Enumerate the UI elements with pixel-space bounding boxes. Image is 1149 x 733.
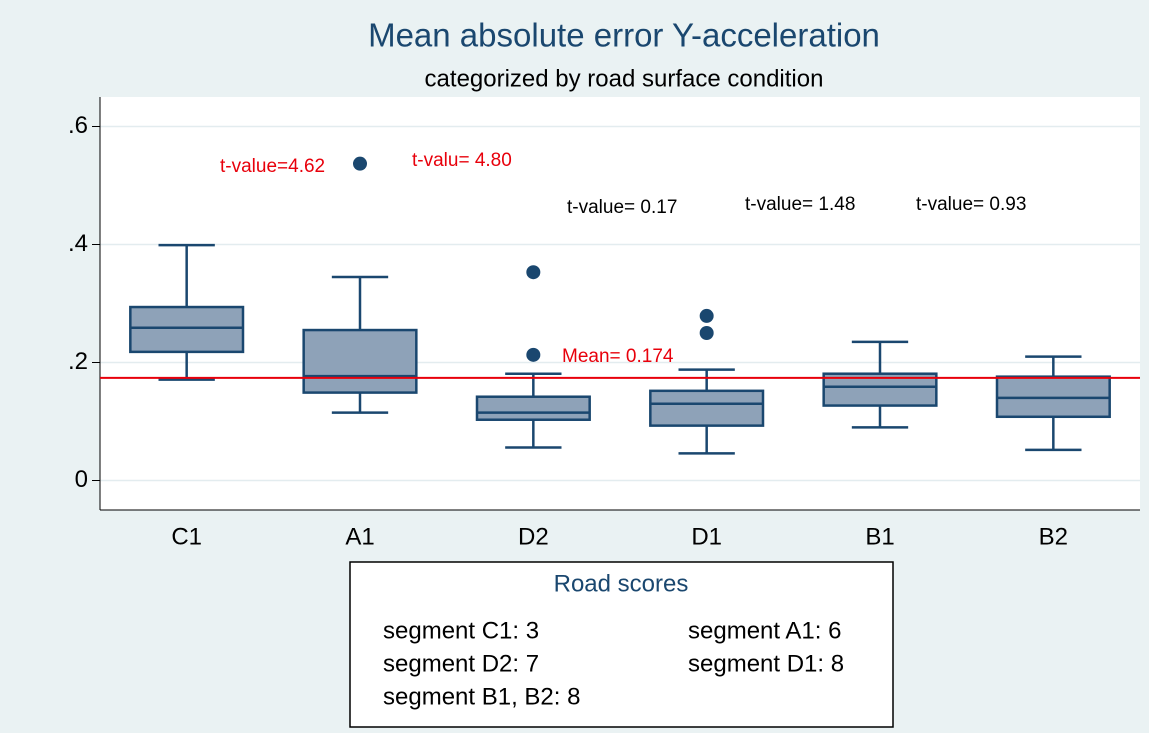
box — [649, 389, 765, 427]
outlier — [526, 347, 541, 362]
y-tick-label: 0 — [75, 466, 88, 493]
legend-item: segment D1: 8 — [688, 650, 844, 677]
annotation: t-value=4.62 — [220, 156, 325, 177]
y-tick-label: .6 — [68, 112, 88, 139]
x-tick-label: D2 — [518, 523, 549, 550]
x-tick-label: B1 — [865, 523, 894, 550]
chart-title: Mean absolute error Y-acceleration — [368, 17, 880, 54]
legend-item: segment A1: 6 — [688, 617, 841, 644]
box — [822, 372, 938, 407]
legend-title: Road scores — [554, 570, 689, 597]
outlier — [699, 308, 714, 323]
outlier — [699, 326, 714, 340]
chart-subtitle: categorized by road surface condition — [425, 65, 824, 92]
x-tick-label: D1 — [691, 523, 722, 550]
x-tick-label: A1 — [345, 523, 374, 550]
legend-item: segment C1: 3 — [383, 617, 539, 644]
annotation: t-value= 0.93 — [916, 194, 1026, 215]
box — [129, 305, 245, 354]
mean-label: Mean= 0.174 — [562, 346, 674, 367]
y-tick-label: .4 — [68, 230, 88, 257]
outlier — [353, 156, 367, 171]
box — [302, 328, 418, 394]
legend-box — [349, 561, 894, 728]
legend-item: segment B1, B2: 8 — [383, 683, 580, 710]
annotation: t-value= 1.48 — [745, 194, 855, 215]
annotation: t-value= 0.17 — [567, 197, 677, 218]
box — [475, 395, 591, 421]
y-tick-label: .2 — [68, 348, 88, 375]
x-tick-label: C1 — [171, 523, 202, 550]
x-tick-label: B2 — [1039, 523, 1068, 550]
legend-item: segment D2: 7 — [383, 650, 539, 677]
plot-area — [100, 97, 1140, 510]
outlier — [526, 265, 541, 280]
annotation: t-valu= 4.80 — [412, 150, 512, 171]
